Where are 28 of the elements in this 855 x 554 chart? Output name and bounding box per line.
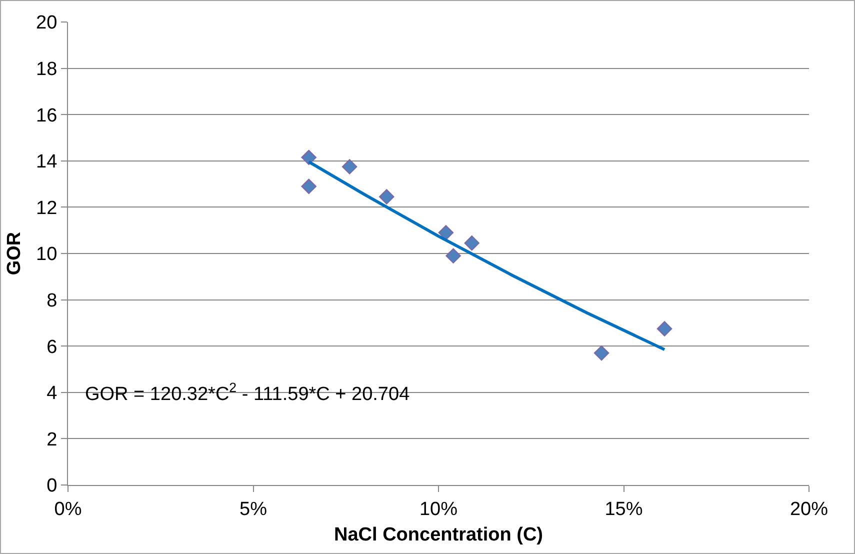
y-tick-label: 4 [46,383,58,404]
x-tick-label: 0% [54,498,82,520]
y-tick-label: 12 [36,198,58,219]
y-tick-label: 20 [36,12,58,34]
y-tick-label: 16 [36,105,58,126]
y-tick-label: 0 [46,476,58,497]
y-tick-label: 18 [36,58,58,80]
point [446,248,461,264]
point [438,225,454,240]
point [342,159,358,174]
x-axis-title: NaCl Concentration (C) [334,524,543,546]
annotation: GOR = 120.32*C$^{2}$ - 111.59*C + 20.704 [85,380,410,405]
point [464,235,480,251]
point [594,345,610,361]
point [656,321,672,336]
y-tick-label: 2 [46,429,58,450]
y-tick-label: 10 [36,244,58,266]
x-tick-label: 5% [240,498,268,520]
x-tick-label: 10% [419,498,458,520]
y-tick-label: 8 [46,290,58,312]
y-axis-title: GOR [4,232,25,276]
x-tick-label: 15% [604,498,643,520]
y-tick-label: 14 [36,152,58,173]
x-tick-label: 20% [790,498,828,520]
y-tick-label: 6 [46,336,58,358]
point [301,178,316,194]
point [301,150,316,166]
point [378,189,394,204]
